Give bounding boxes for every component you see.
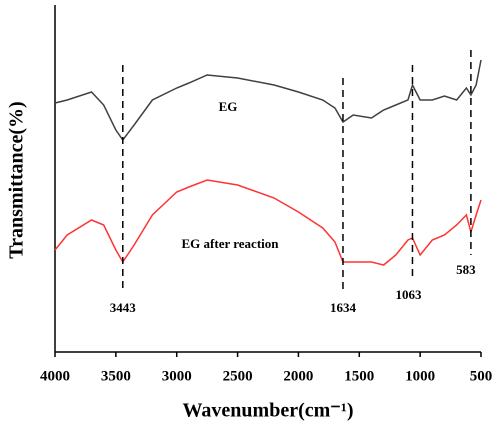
peak-label: 3443 [110, 300, 137, 315]
series-line [54, 59, 482, 142]
peak-label: 1634 [330, 300, 357, 315]
peak-label: 1063 [395, 287, 422, 302]
peak-label: 583 [456, 262, 476, 277]
x-tick-label: 2000 [283, 368, 313, 384]
x-tick-label: 1500 [344, 368, 374, 384]
y-axis-label: Transmittance(%) [6, 101, 28, 258]
x-tick-label: 4000 [40, 368, 70, 384]
x-tick-label: 3500 [101, 368, 131, 384]
x-tick-label: 500 [470, 368, 493, 384]
series-line [54, 179, 482, 266]
series-label: EG after reaction [182, 236, 280, 251]
x-axis-label: Wavenumber(cm⁻¹) [183, 400, 354, 422]
x-tick-label: 3000 [162, 368, 192, 384]
x-tick-label: 2500 [223, 368, 253, 384]
series-label: EG [219, 99, 238, 114]
x-tick-label: 1000 [405, 368, 435, 384]
